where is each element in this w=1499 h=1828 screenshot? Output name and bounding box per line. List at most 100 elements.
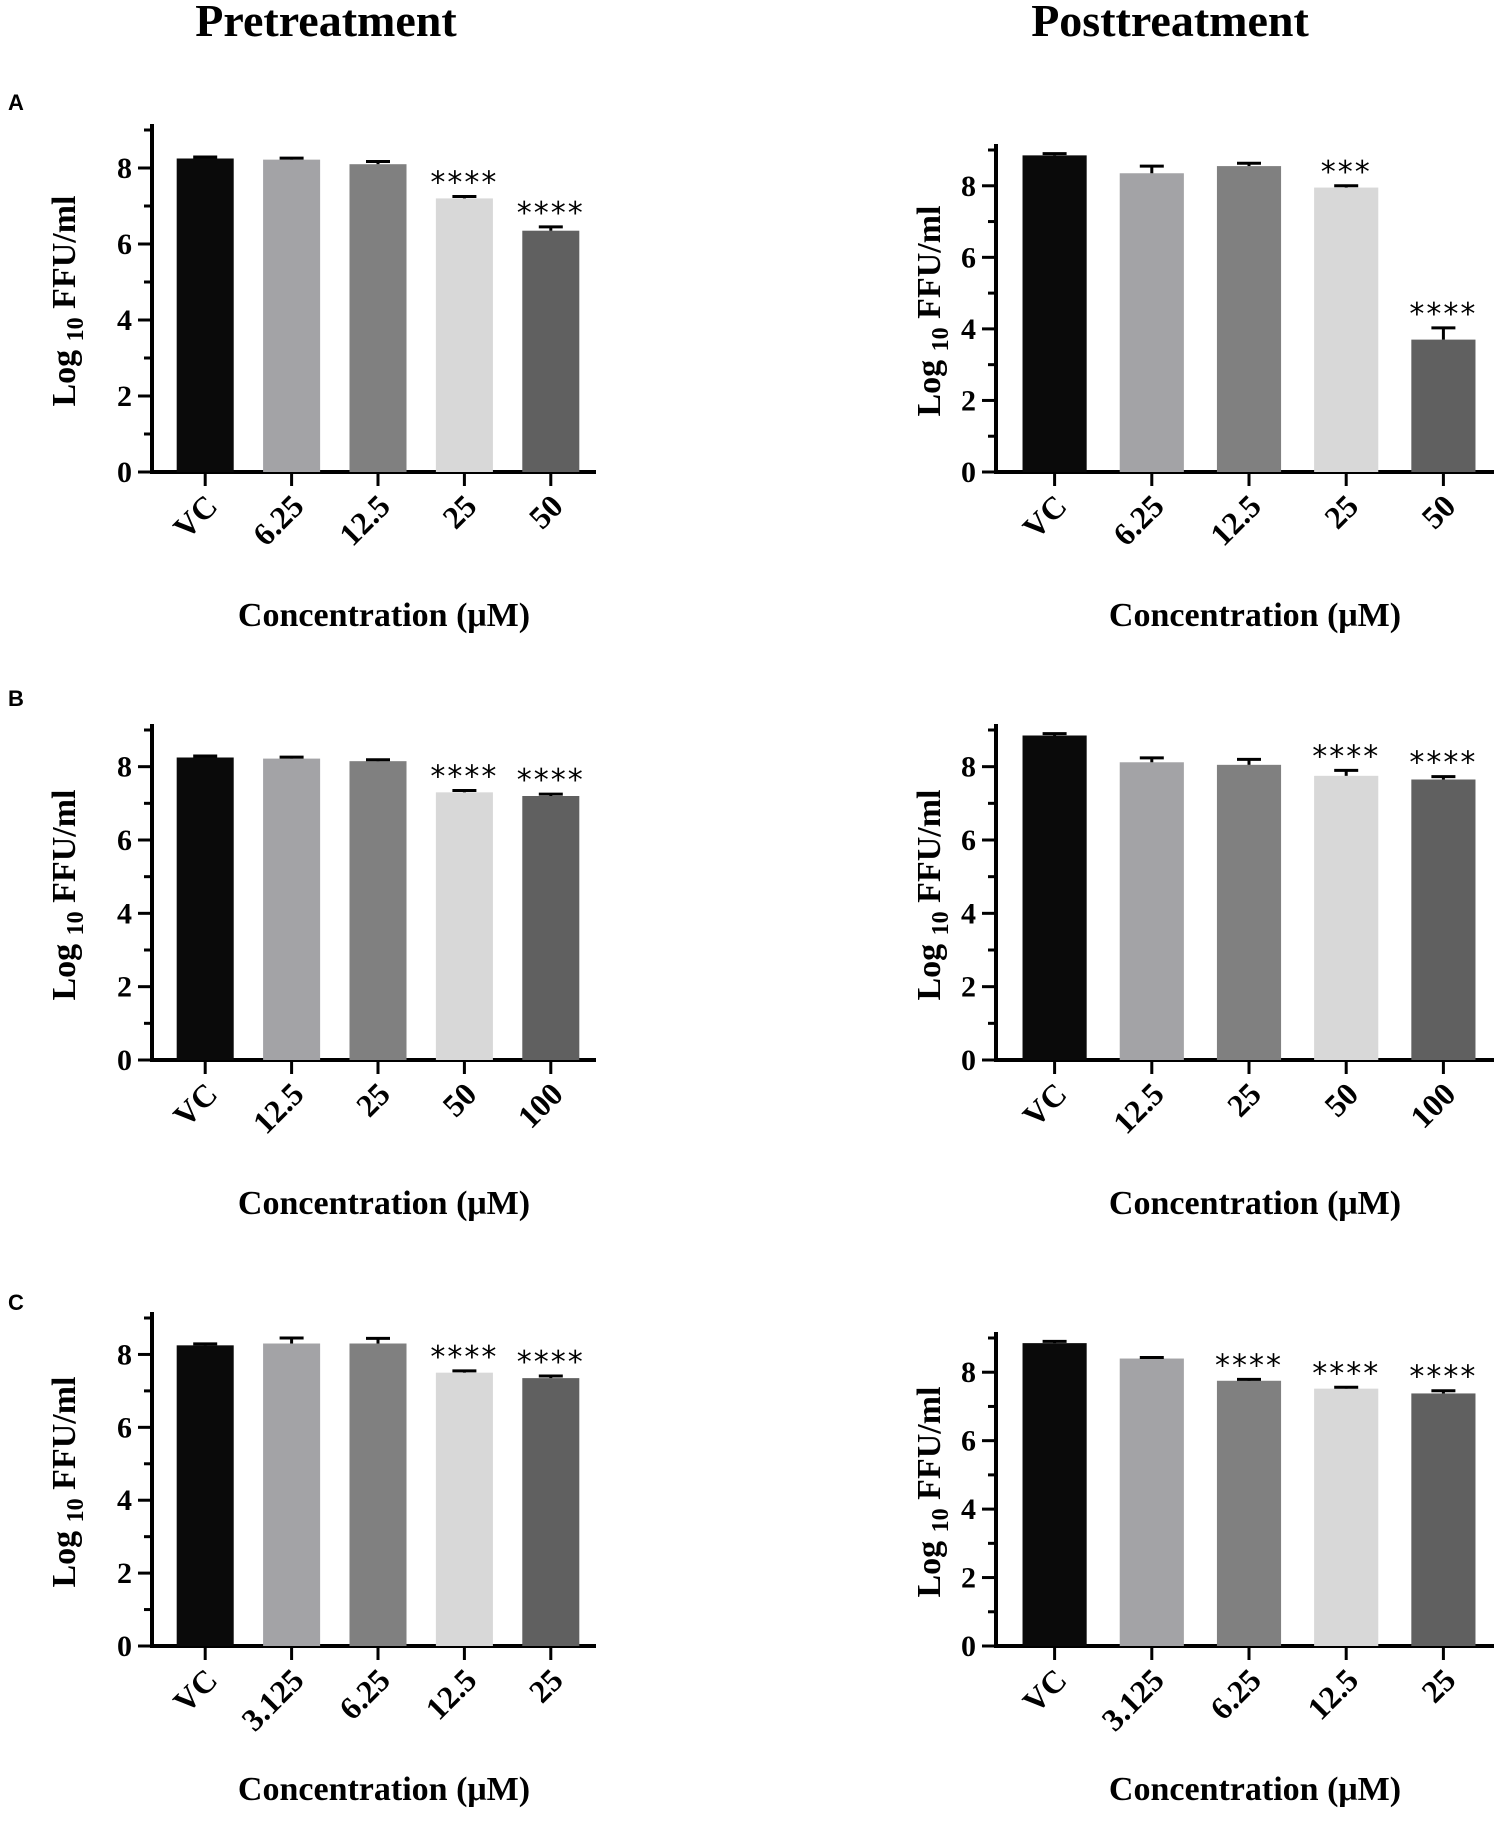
y-tick-label: 6: [961, 824, 976, 857]
y-tick-label: 8: [961, 1356, 976, 1389]
x-tick-label: VC: [1015, 487, 1073, 545]
significance-annotation: ****: [430, 1340, 498, 1375]
y-tick-label: 2: [117, 380, 132, 413]
significance-annotation: ****: [1409, 1360, 1477, 1395]
y-tick-label: 6: [117, 228, 132, 261]
y-tick-label: 2: [117, 971, 132, 1004]
bar-12.5: [349, 164, 407, 472]
chart-c-pretreatment: 0 2 4 6 8 Log 10 FFU/ml VC 3.125 6.25 **** 12.5 ***…: [46, 1312, 596, 1808]
bar-50: [1411, 339, 1476, 472]
y-axis-label-main: Log: [46, 1522, 83, 1587]
y-axis-label-unit: FFU/ml: [911, 790, 948, 912]
y-tick-label: 6: [961, 1425, 976, 1458]
y-tick-label: 8: [117, 152, 132, 185]
y-tick-label: 0: [961, 456, 976, 489]
x-tick-label: 25: [435, 487, 483, 535]
significance-annotation: ****: [430, 166, 498, 201]
y-tick-label: 0: [117, 1044, 132, 1077]
y-axis-label: Log 10 FFU/ml: [46, 1377, 89, 1588]
x-axis-label: Concentration (μM): [238, 1185, 530, 1222]
bar-VC: [1022, 1343, 1087, 1646]
y-axis-label-subscript: 10: [928, 911, 954, 935]
x-tick-label: 25: [1220, 1075, 1268, 1123]
y-tick-label: 2: [117, 1557, 132, 1590]
bar-100: [522, 796, 580, 1060]
x-tick-label: 50: [1414, 487, 1462, 535]
y-tick-label: 0: [961, 1044, 976, 1077]
x-axis-label: Concentration (μM): [1109, 597, 1401, 634]
bar-12.5: [1119, 762, 1184, 1060]
bar-3.125: [1119, 1358, 1184, 1646]
bar-25: [1314, 187, 1379, 473]
x-tick-label: VC: [1015, 1661, 1073, 1719]
y-axis-label-main: Log: [46, 341, 83, 406]
x-axis-label: Concentration (μM): [238, 597, 530, 634]
x-tick-label: 25: [1317, 487, 1365, 535]
x-tick-label: 100: [510, 1075, 569, 1134]
x-tick-label: 50: [1317, 1075, 1365, 1123]
x-tick-label: 50: [522, 487, 570, 535]
y-tick-label: 8: [961, 751, 976, 784]
significance-annotation: ****: [430, 760, 498, 795]
y-axis-label-subscript: 10: [928, 1508, 954, 1532]
y-axis-label: Log 10 FFU/ml: [46, 790, 89, 1001]
x-axis-label: Concentration (μM): [238, 1771, 530, 1808]
x-tick-label: 12.5: [1203, 487, 1268, 552]
bar-12.5: [1216, 166, 1282, 472]
bar-VC: [176, 757, 234, 1060]
column-title-posttreatment: Posttreatment: [1031, 0, 1309, 46]
bar-12.5: [1314, 1388, 1379, 1646]
bar-6.25: [1216, 1380, 1282, 1646]
bar-6.25: [349, 1343, 407, 1646]
significance-annotation: ***: [1321, 155, 1372, 190]
x-tick-label: VC: [166, 1075, 224, 1133]
y-axis-label: Log 10 FFU/ml: [911, 206, 954, 417]
significance-annotation: ****: [517, 196, 585, 231]
x-tick-label: 12.5: [1300, 1661, 1365, 1726]
y-axis-label-unit: FFU/ml: [46, 1377, 83, 1499]
x-tick-label: 12.5: [418, 1661, 483, 1726]
y-axis-label-main: Log: [911, 1532, 948, 1597]
bar-12.5: [435, 1372, 493, 1646]
y-axis-label-main: Log: [46, 935, 83, 1000]
bar-50: [435, 792, 493, 1060]
y-tick-label: 6: [117, 824, 132, 857]
y-tick-label: 4: [117, 1484, 132, 1517]
x-tick-label: VC: [166, 487, 224, 545]
significance-annotation: ****: [1215, 1348, 1283, 1383]
y-tick-label: 0: [117, 1630, 132, 1663]
y-axis-label-subscript: 10: [63, 317, 89, 341]
bar-6.25: [263, 159, 321, 472]
bar-12.5: [263, 758, 321, 1060]
x-tick-label: 6.25: [1106, 487, 1171, 552]
x-tick-label: 12.5: [1106, 1075, 1171, 1140]
x-tick-label: VC: [1015, 1075, 1073, 1133]
bar-3.125: [263, 1343, 321, 1646]
x-tick-label: 25: [522, 1661, 570, 1709]
y-axis-label: Log 10 FFU/ml: [46, 196, 89, 407]
bar-50: [1314, 775, 1379, 1060]
x-tick-label: VC: [166, 1661, 224, 1719]
bar-VC: [176, 1345, 234, 1646]
significance-annotation: ****: [1409, 746, 1477, 781]
y-tick-label: 0: [961, 1630, 976, 1663]
y-tick-label: 4: [117, 304, 132, 337]
significance-annotation: ****: [517, 763, 585, 798]
bar-25: [435, 198, 493, 472]
x-tick-label: 25: [1414, 1661, 1462, 1709]
x-axis-label: Concentration (μM): [1109, 1771, 1401, 1808]
chart-a-pretreatment: 0 2 4 6 8 Log 10 FFU/ml VC 6.25 12.5 **** 25 **** 50…: [46, 124, 596, 634]
y-tick-label: 8: [117, 1338, 132, 1371]
y-tick-label: 2: [961, 1562, 976, 1595]
bar-VC: [176, 158, 234, 472]
x-tick-label: 12.5: [332, 487, 397, 552]
bar-25: [1216, 764, 1282, 1060]
panel-label-c: C: [8, 1290, 24, 1315]
y-tick-label: 8: [961, 170, 976, 203]
significance-annotation: ****: [1312, 739, 1380, 774]
x-tick-label: 6.25: [1203, 1661, 1268, 1726]
y-tick-label: 0: [117, 456, 132, 489]
x-axis-label: Concentration (μM): [1109, 1185, 1401, 1222]
